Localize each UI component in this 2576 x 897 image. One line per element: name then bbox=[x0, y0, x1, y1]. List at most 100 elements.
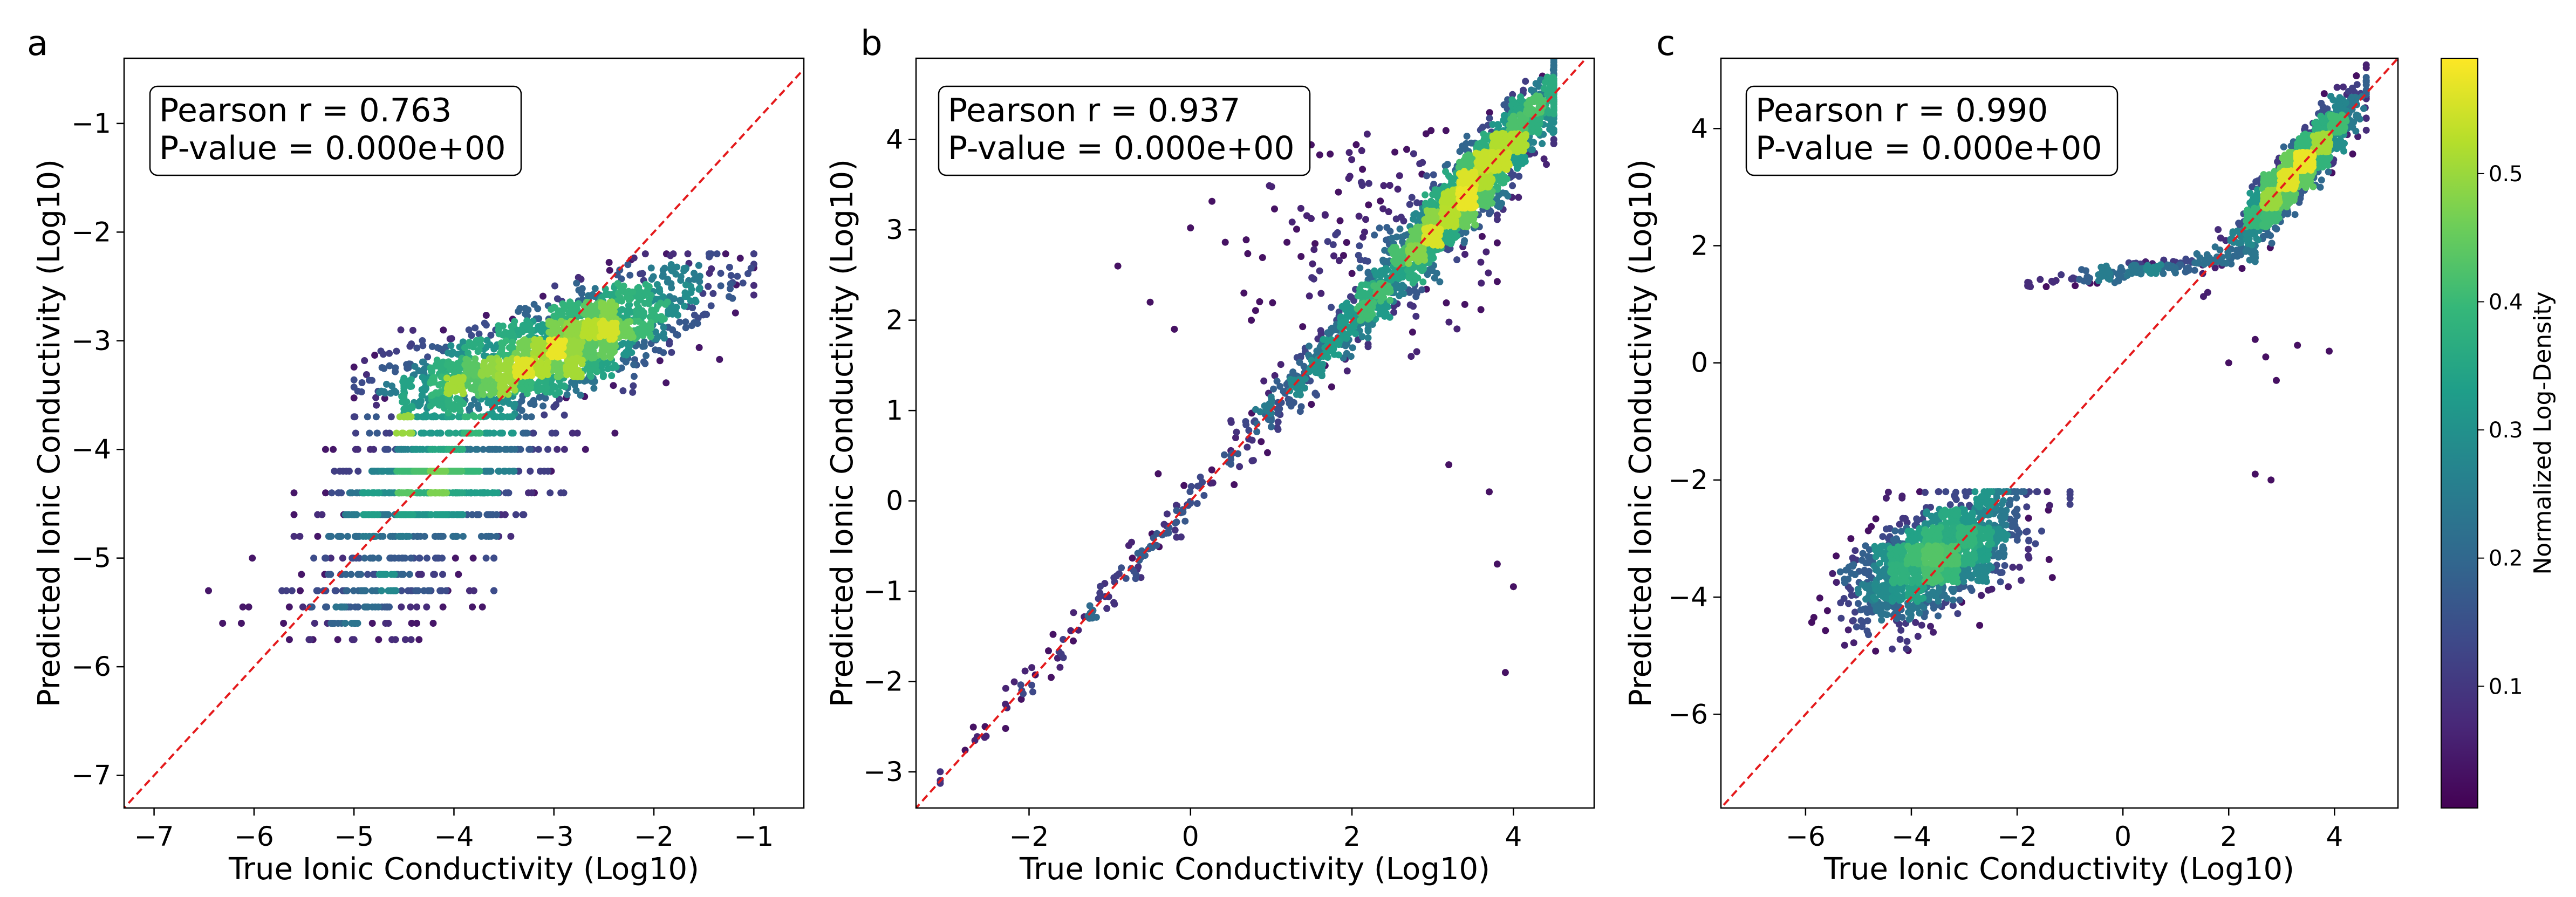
scatter-point bbox=[351, 620, 359, 627]
scatter-point bbox=[1114, 262, 1122, 270]
scatter-point bbox=[1049, 631, 1057, 638]
scatter-point bbox=[1409, 279, 1417, 287]
scatter-point bbox=[1539, 140, 1546, 147]
scatter-point bbox=[600, 353, 607, 361]
scatter-point bbox=[387, 389, 394, 397]
scatter-point bbox=[391, 554, 399, 562]
scatter-point bbox=[327, 554, 334, 562]
scatter-point bbox=[472, 360, 480, 368]
scatter-point bbox=[1509, 182, 1516, 189]
scatter-point bbox=[405, 360, 413, 368]
scatter-point bbox=[1408, 227, 1415, 235]
scatter-point bbox=[391, 587, 398, 594]
scatter-point bbox=[482, 312, 490, 319]
scatter-point bbox=[732, 309, 739, 317]
scatter-point bbox=[681, 303, 688, 310]
scatter-point bbox=[1405, 260, 1412, 267]
scatter-point bbox=[708, 265, 715, 272]
scatter-point bbox=[677, 298, 685, 305]
scatter-point bbox=[1165, 529, 1172, 537]
scatter-point bbox=[667, 252, 674, 259]
scatter-point bbox=[412, 587, 420, 594]
scatter-point bbox=[363, 371, 370, 378]
scatter-point bbox=[519, 386, 527, 393]
scatter-point bbox=[484, 429, 491, 437]
scatter-point bbox=[1356, 288, 1364, 296]
scatter-point bbox=[371, 468, 379, 475]
scatter-point bbox=[406, 429, 413, 437]
scatter-point bbox=[583, 311, 590, 319]
scatter-point bbox=[323, 603, 331, 611]
scatter-point bbox=[343, 587, 350, 594]
scatter-point bbox=[310, 554, 318, 562]
scatter-point bbox=[1388, 235, 1396, 242]
scatter-point bbox=[285, 603, 293, 611]
scatter-point bbox=[1288, 218, 1296, 226]
scatter-point bbox=[470, 366, 478, 374]
scatter-point bbox=[585, 292, 592, 299]
scatter-point bbox=[1111, 600, 1118, 608]
scatter-point bbox=[1379, 205, 1387, 213]
scatter-point bbox=[297, 587, 304, 594]
scatter-point bbox=[643, 352, 650, 359]
scatter-point bbox=[1406, 289, 1413, 296]
scatter-point bbox=[1267, 393, 1275, 401]
scatter-point bbox=[1319, 360, 1327, 368]
scatter-point bbox=[1525, 101, 1532, 108]
scatter-point bbox=[545, 318, 552, 325]
scatter-point bbox=[446, 429, 453, 437]
scatter-point bbox=[375, 554, 382, 562]
scatter-point bbox=[1482, 248, 1490, 256]
scatter-point bbox=[343, 468, 350, 475]
scatter-point bbox=[1299, 323, 1307, 331]
scatter-point bbox=[1306, 292, 1313, 300]
scatter-point bbox=[1392, 245, 1400, 253]
scatter-point bbox=[1370, 299, 1377, 306]
scatter-point bbox=[325, 532, 332, 540]
scatter-point bbox=[1277, 361, 1284, 368]
scatter-point bbox=[397, 326, 405, 334]
scatter-point bbox=[1309, 260, 1316, 268]
scatter-point bbox=[463, 358, 471, 365]
scatter-point bbox=[372, 413, 380, 421]
scatter-point bbox=[1441, 214, 1448, 222]
scatter-point bbox=[432, 446, 439, 453]
scatter-point bbox=[424, 353, 432, 361]
scatter-point bbox=[1423, 215, 1431, 222]
scatter-point bbox=[571, 361, 578, 368]
scatter-point bbox=[548, 306, 555, 313]
panel-a-reference-line bbox=[124, 67, 804, 808]
scatter-point bbox=[619, 387, 627, 394]
scatter-point bbox=[1125, 542, 1132, 549]
scatter-point bbox=[1343, 239, 1350, 246]
scatter-point bbox=[662, 379, 670, 387]
scatter-point bbox=[1242, 421, 1250, 429]
scatter-point bbox=[371, 489, 378, 497]
scatter-point bbox=[569, 344, 576, 351]
scatter-point bbox=[445, 409, 452, 416]
y-tick-label: −2 bbox=[71, 216, 111, 248]
scatter-point bbox=[1276, 405, 1283, 413]
scatter-point bbox=[497, 389, 504, 397]
scatter-point bbox=[386, 362, 393, 369]
scatter-point bbox=[1316, 267, 1323, 275]
scatter-point bbox=[423, 603, 431, 611]
scatter-point bbox=[1381, 246, 1389, 254]
scatter-point bbox=[482, 554, 490, 562]
scatter-point bbox=[439, 532, 447, 540]
scatter-point bbox=[461, 344, 468, 351]
scatter-point bbox=[587, 347, 594, 355]
scatter-point bbox=[387, 413, 395, 421]
scatter-point bbox=[413, 344, 421, 352]
scatter-point bbox=[546, 489, 554, 497]
scatter-point bbox=[371, 352, 379, 359]
scatter-point bbox=[219, 620, 227, 627]
scatter-point bbox=[1118, 564, 1125, 572]
scatter-point bbox=[612, 343, 619, 350]
scatter-point bbox=[237, 620, 245, 627]
scatter-point bbox=[588, 354, 596, 362]
scatter-point bbox=[408, 340, 415, 348]
scatter-point bbox=[1028, 681, 1035, 689]
scatter-point bbox=[334, 636, 341, 643]
scatter-point bbox=[611, 429, 619, 437]
